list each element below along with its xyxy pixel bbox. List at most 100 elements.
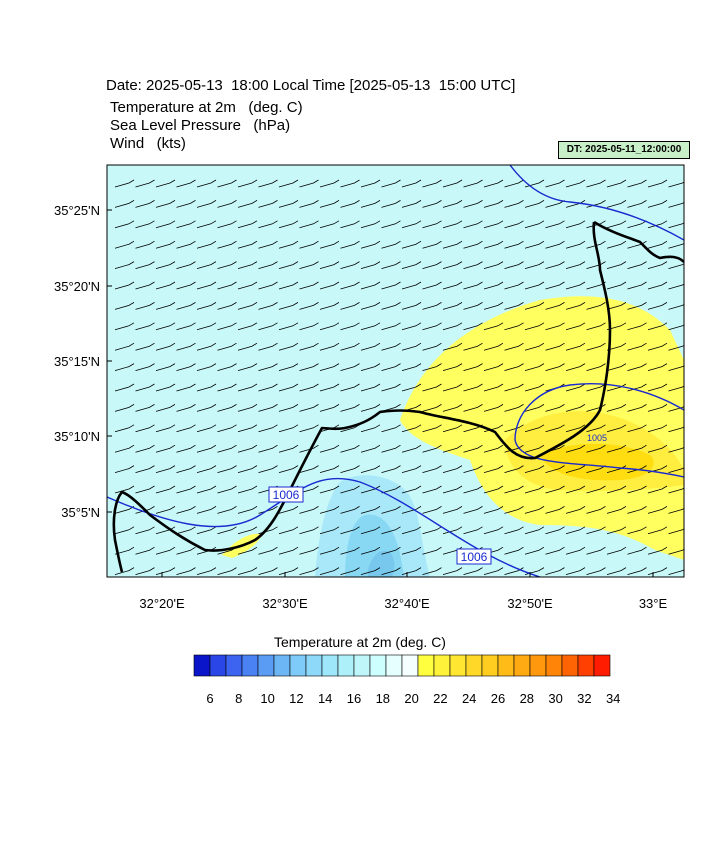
wind-barb [217, 342, 237, 351]
wind-barb [135, 424, 155, 433]
lon-label: 32°50'E [507, 596, 553, 611]
wind-barb [647, 322, 668, 331]
wind-barb [237, 200, 258, 208]
wind-barb [340, 404, 360, 412]
wind-barb [545, 179, 565, 188]
wind-barb [217, 485, 237, 494]
wind-barb [299, 424, 319, 433]
dt-badge: DT: 2025-05-11_12:00:00 [558, 141, 690, 159]
wind-barb [442, 179, 463, 188]
wind-barb [524, 261, 545, 269]
wind-barb [176, 200, 196, 208]
wind-barb [647, 424, 668, 433]
wind-barb [442, 404, 463, 412]
wind-barb [647, 261, 668, 269]
wind-barb [155, 444, 176, 453]
wind-barb [155, 240, 176, 249]
wind-barb [196, 404, 217, 412]
wind-barb [360, 240, 381, 249]
isobar-label-box [456, 548, 492, 565]
wind-barb [237, 322, 258, 331]
wind-barb [545, 465, 565, 473]
wind-barb [442, 363, 463, 371]
wind-barb [217, 240, 237, 249]
wind-barb [545, 526, 565, 535]
wind-barb [422, 200, 442, 208]
wind-barb [401, 485, 422, 494]
wind-barb [565, 485, 586, 494]
isobar-1005 [514, 383, 684, 478]
wind-barb [196, 526, 217, 535]
wind-barb [217, 261, 237, 269]
wind-barb [401, 220, 422, 229]
colorbar-swatch [481, 654, 499, 677]
wind-barb [278, 465, 299, 473]
wind-barb [565, 404, 586, 412]
wind-barb [340, 526, 360, 535]
wind-barb [319, 546, 340, 555]
wind-barb [176, 383, 196, 392]
wind-barb [463, 363, 483, 371]
wind-barb [217, 200, 237, 208]
wind-barb [586, 220, 606, 229]
wind-barb [442, 302, 463, 310]
wind-barb [524, 240, 545, 249]
wind-barb [606, 424, 627, 433]
wind-barb [135, 465, 155, 473]
wind-barb [381, 261, 401, 269]
wind-barb [545, 281, 565, 290]
wind-barb [401, 424, 422, 433]
wind-barb [217, 179, 237, 188]
wind-barb [668, 528, 684, 535]
colorbar-swatch [577, 654, 595, 677]
wind-barb [524, 322, 545, 331]
wind-barb [299, 526, 319, 535]
wind-barb [442, 567, 463, 575]
wind-barb [196, 465, 217, 473]
wind-barb [237, 363, 258, 371]
wind-barb [606, 363, 627, 371]
wind-barb [176, 322, 196, 331]
wind-barb [299, 506, 319, 514]
wind-barb [237, 302, 258, 310]
wind-barb [422, 424, 442, 433]
colorbar-swatch [593, 654, 611, 677]
wind-barb [299, 363, 319, 371]
wind-barb [627, 281, 647, 290]
wind-barb [340, 383, 360, 392]
wind-barb [463, 261, 483, 269]
wind-barb [401, 546, 422, 555]
wind-barb [422, 281, 442, 290]
wind-barb [422, 261, 442, 269]
wind-barb [463, 179, 483, 188]
warm-temperature-hotspot [540, 443, 654, 481]
wind-barb [606, 240, 627, 249]
colorbar-swatch [337, 654, 355, 677]
wind-barb [176, 281, 196, 290]
wind-barb [319, 404, 340, 412]
isobars [107, 165, 684, 577]
wind-barb [483, 506, 504, 514]
wind-barb [155, 261, 176, 269]
wind-barb [483, 220, 504, 229]
wind-barb [463, 322, 483, 331]
wind-barb [299, 485, 319, 494]
wind-barb [483, 444, 504, 453]
colorbar-tick-label: 18 [376, 691, 390, 706]
wind-barb [258, 567, 278, 575]
wind-barb [565, 261, 586, 269]
isobar-1006-south [107, 477, 541, 577]
colorbar-tick-label: 12 [289, 691, 303, 706]
lon-label: 32°40'E [384, 596, 430, 611]
wind-barb [422, 546, 442, 555]
wind-barb [278, 302, 299, 310]
wind-barb [340, 444, 360, 453]
wind-barb [217, 322, 237, 331]
colorbar-tick-label: 26 [491, 691, 505, 706]
wind-barb [586, 342, 606, 351]
wind-barb [647, 404, 668, 412]
wind-barb [524, 485, 545, 494]
wind-barb [196, 302, 217, 310]
wind-barb [176, 363, 196, 371]
